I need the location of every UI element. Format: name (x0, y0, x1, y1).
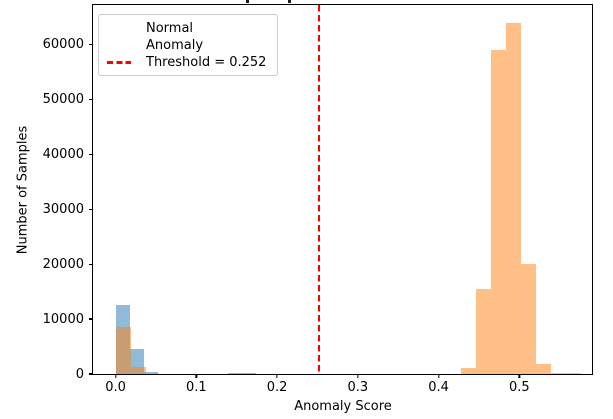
y-tick-label: 50000 (42, 91, 84, 107)
histogram-bar-normal (143, 372, 158, 374)
histogram-bar-anomaly (536, 363, 551, 374)
histogram-bar-anomaly (520, 264, 536, 374)
x-tick-label: 0.4 (428, 380, 449, 395)
y-tick-label: 0 (75, 366, 84, 382)
x-axis-label: Anomaly Score (294, 399, 392, 414)
histogram-bar-anomaly (460, 368, 476, 374)
x-tick-mark (518, 374, 520, 378)
y-tick-mark (89, 263, 93, 265)
x-tick-mark (276, 374, 278, 378)
histogram-bar-anomaly (566, 373, 581, 374)
y-tick-mark (89, 208, 93, 210)
histogram-bar-anomaly (551, 372, 566, 374)
normal-swatch-icon (107, 23, 131, 34)
x-tick-label: 0.2 (266, 380, 288, 395)
y-tick-mark (89, 98, 93, 101)
threshold-line (318, 5, 320, 374)
y-tick-mark (89, 153, 93, 155)
x-tick-mark (437, 374, 440, 378)
legend-entry-anomaly: Anomaly (107, 37, 269, 54)
y-tick-mark (89, 43, 93, 46)
legend-entry-normal: Normal (107, 20, 269, 37)
y-tick-label: 30000 (42, 201, 84, 217)
threshold-dash-icon (107, 61, 131, 64)
y-axis-label: Number of Samples (15, 125, 31, 255)
x-tick-label: 0.0 (105, 380, 126, 395)
x-tick-mark (357, 374, 359, 378)
histogram-bar-anomaly (505, 22, 521, 374)
cropped-title-fragment (288, 0, 291, 3)
histogram-bar-normal (228, 372, 257, 374)
legend-entry-threshold: Threshold = 0.252 (107, 54, 269, 71)
x-tick-label: 0.1 (186, 380, 207, 395)
histogram-bar-anomaly (130, 366, 146, 374)
x-tick-label: 0.3 (347, 380, 369, 395)
y-tick-label: 10000 (42, 311, 84, 327)
cropped-title-fragment (246, 0, 249, 3)
y-tick-label: 40000 (42, 146, 84, 162)
y-tick-mark (89, 373, 93, 375)
y-tick-label: 20000 (42, 256, 84, 272)
legend-label-anomaly: Anomaly (146, 38, 204, 53)
x-tick-label: 0.5 (508, 380, 530, 395)
legend-label-threshold: Threshold = 0.252 (146, 55, 267, 70)
x-tick-mark (114, 374, 117, 378)
plot-area (92, 4, 593, 375)
y-tick-label: 60000 (42, 37, 84, 53)
legend: Normal Anomaly Threshold = 0.252 (98, 14, 278, 76)
legend-label-normal: Normal (146, 21, 194, 36)
x-tick-mark (195, 374, 197, 378)
histogram-bar-anomaly (490, 50, 506, 374)
anomaly-swatch-icon (107, 40, 131, 51)
histogram-bar-anomaly (475, 288, 491, 374)
histogram-bar-anomaly (115, 327, 131, 374)
y-tick-mark (89, 318, 93, 320)
